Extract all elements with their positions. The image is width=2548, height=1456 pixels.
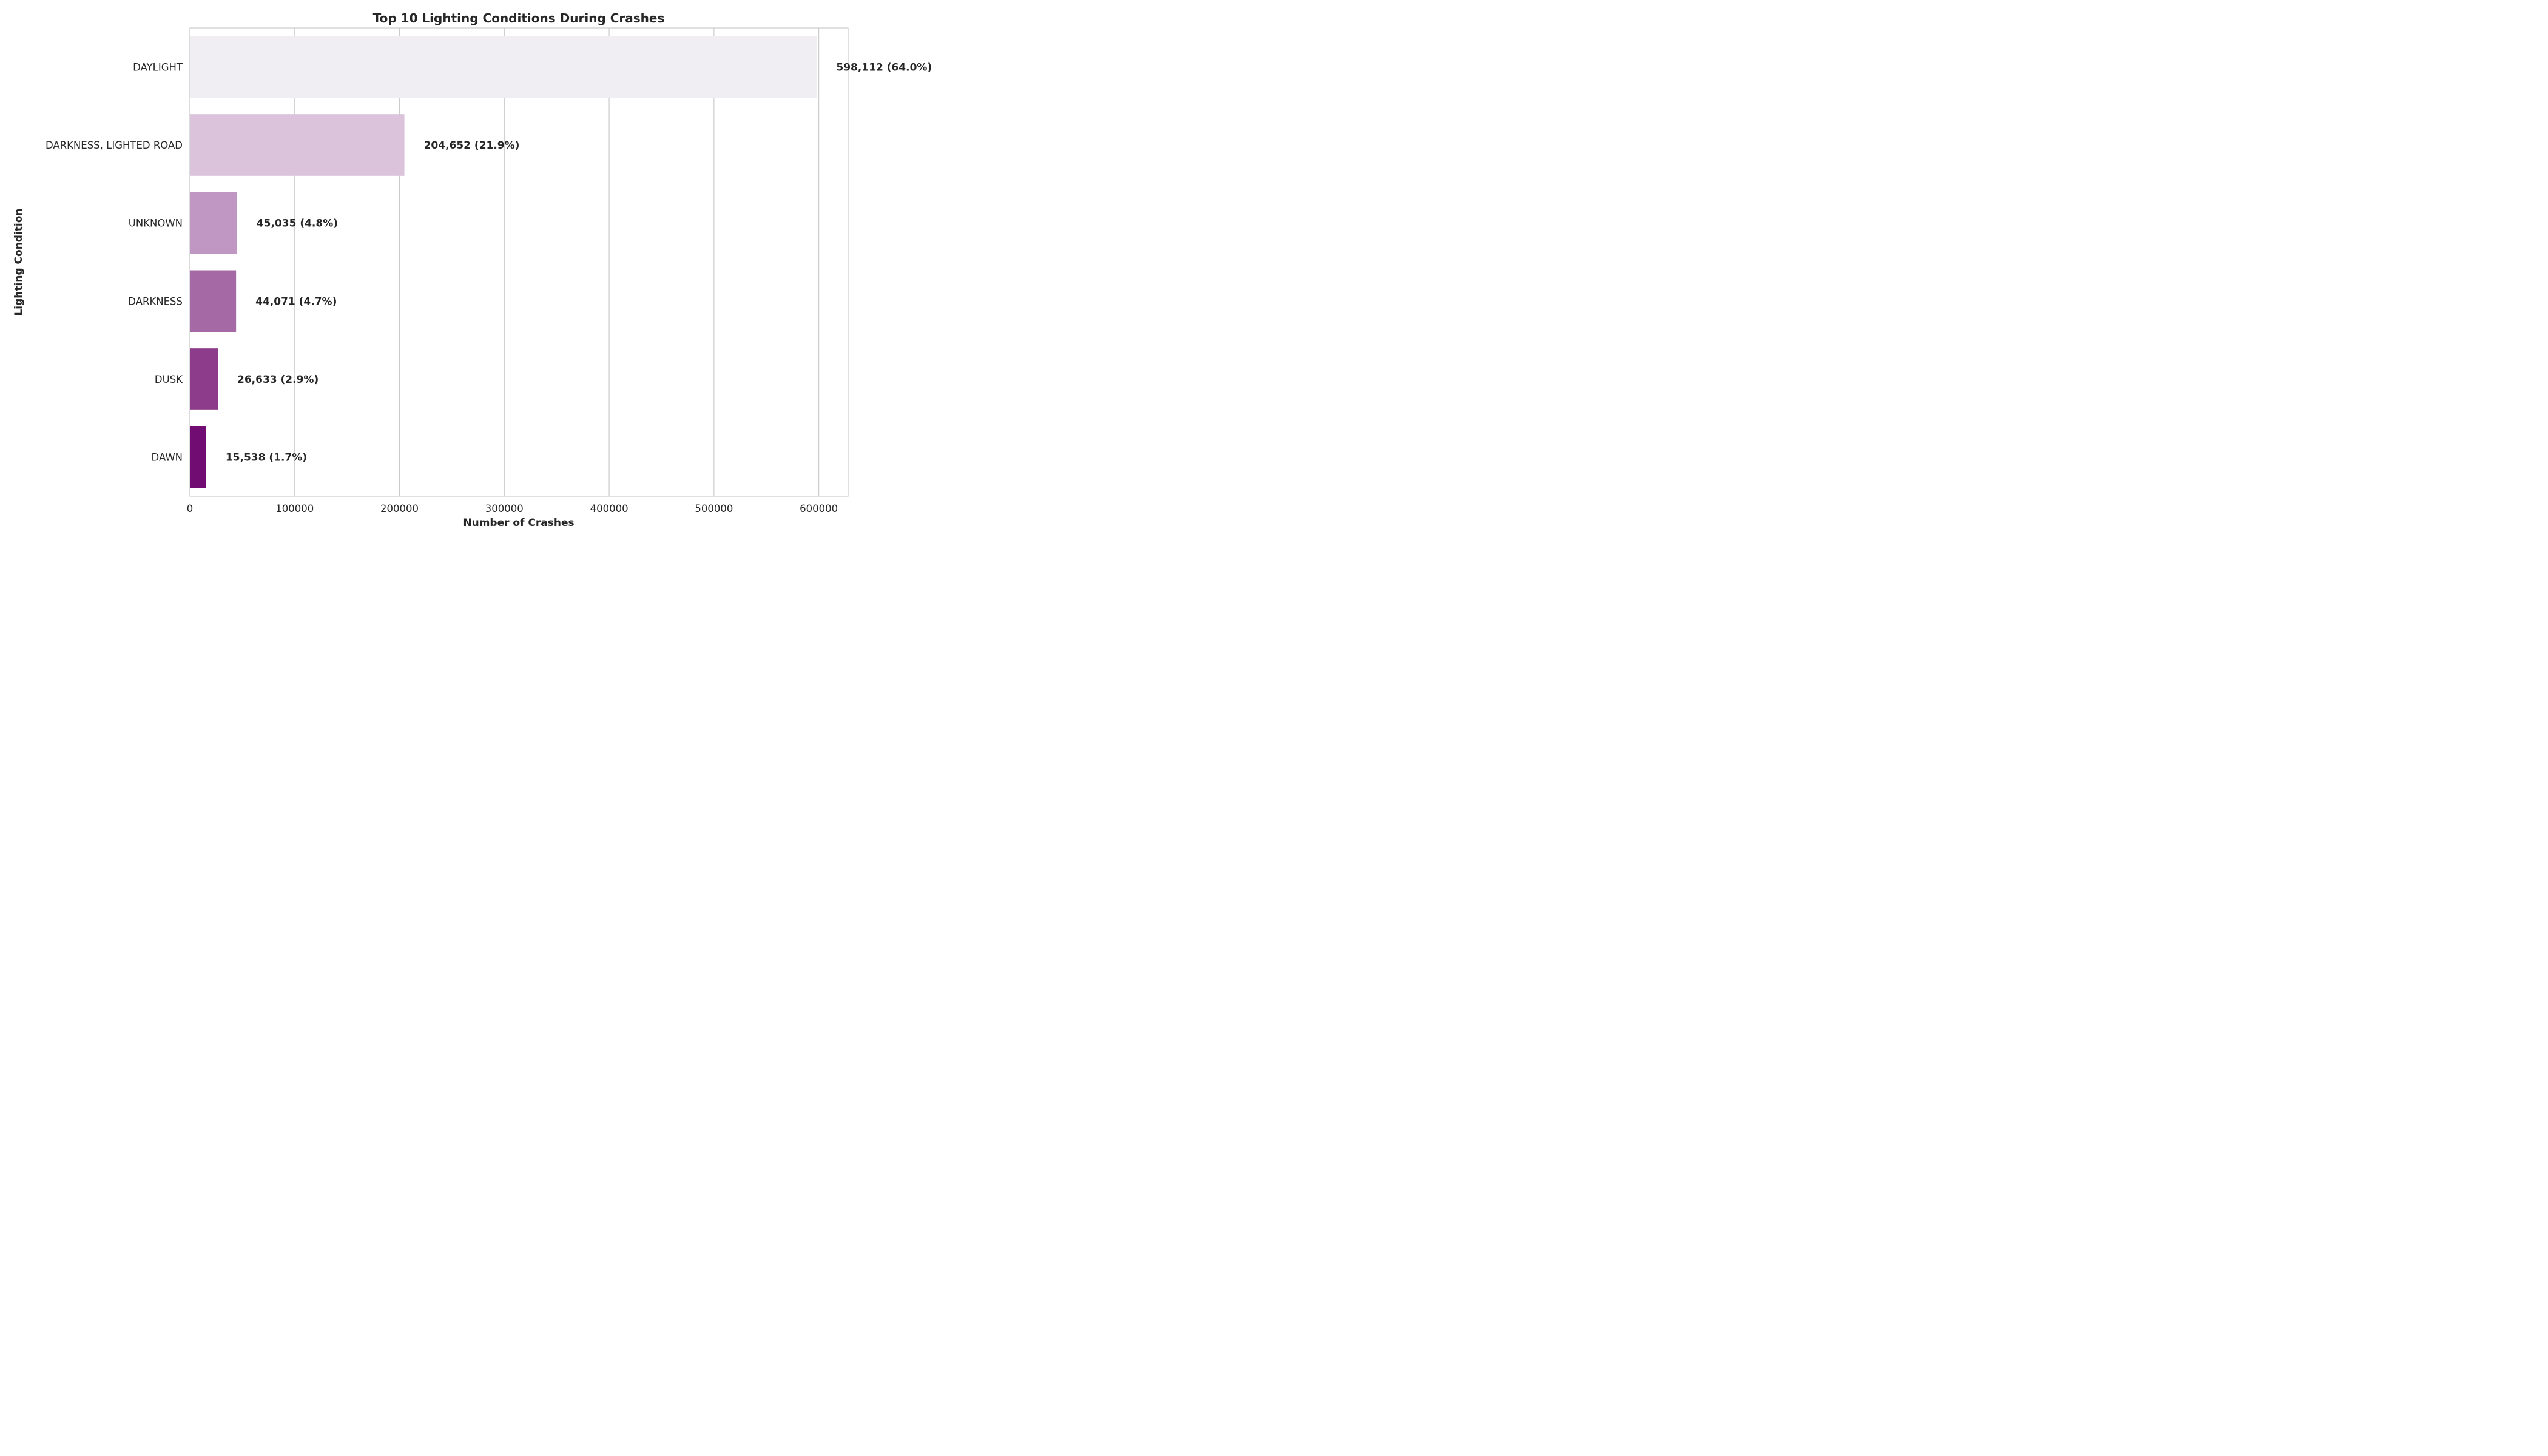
bar [190, 348, 218, 410]
y-tick-label: DUSK [155, 374, 183, 385]
x-tick-label: 400000 [590, 503, 629, 514]
bar [190, 36, 817, 98]
data-label: 204,652 (21.9%) [424, 140, 520, 152]
x-axis-title: Number of Crashes [463, 517, 574, 529]
chart-title: Top 10 Lighting Conditions During Crashe… [373, 11, 665, 25]
x-tick-label: 500000 [695, 503, 733, 514]
plot-frame [190, 28, 848, 496]
y-tick-label: DARKNESS [128, 295, 183, 307]
data-label: 15,538 (1.7%) [226, 452, 307, 464]
data-label: 598,112 (64.0%) [836, 61, 932, 73]
x-tick-label: 300000 [485, 503, 524, 514]
x-tick-label: 600000 [800, 503, 838, 514]
bar [190, 271, 236, 332]
data-label: 26,633 (2.9%) [237, 374, 318, 386]
y-tick-label: DARKNESS, LIGHTED ROAD [46, 140, 183, 151]
data-label: 44,071 (4.7%) [255, 295, 337, 308]
data-label: 45,035 (4.8%) [257, 218, 338, 230]
lighting-chart: Top 10 Lighting Conditions During Crashe… [0, 0, 951, 544]
y-tick-label: DAWN [152, 452, 183, 463]
bar [190, 192, 237, 254]
y-tick-labels: DAYLIGHT DARKNESS, LIGHTED ROAD UNKNOWN DAR… [46, 61, 183, 463]
x-tick-label: 200000 [380, 503, 419, 514]
bars [190, 36, 817, 488]
x-tick-label: 0 [187, 503, 194, 514]
x-tick-label: 100000 [275, 503, 314, 514]
bar [190, 426, 206, 488]
y-axis-title: Lighting Condition [13, 208, 25, 315]
y-tick-label: UNKNOWN [129, 218, 183, 229]
y-tick-label: DAYLIGHT [133, 61, 183, 73]
bar [190, 114, 405, 176]
x-tick-labels: 0 100000 200000 300000 400000 500000 600000 [187, 503, 838, 514]
gridlines [190, 28, 819, 496]
